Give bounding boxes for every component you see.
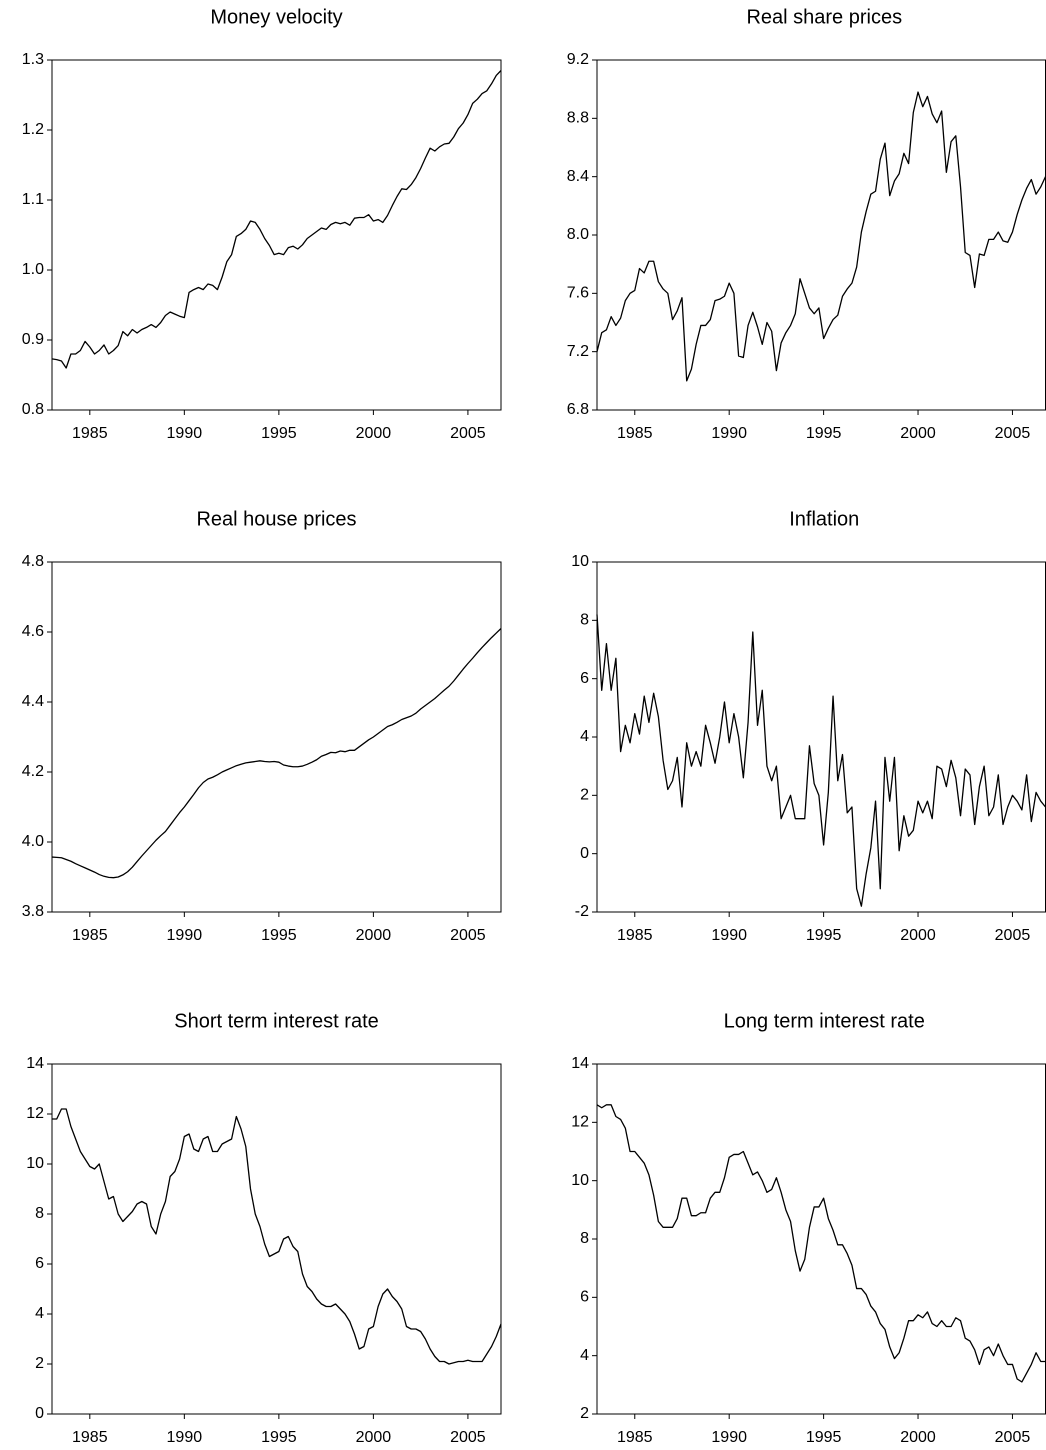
x-tick-label: 1990 [167, 425, 203, 442]
x-tick-label: 2000 [900, 1429, 936, 1446]
y-tick-label: 0.9 [22, 331, 44, 348]
data-line [596, 1104, 1046, 1383]
plot-frame [51, 561, 502, 913]
plot-frame [51, 1063, 502, 1415]
x-tick-label: 2005 [450, 1429, 486, 1446]
x-tick-label: 1990 [711, 927, 747, 944]
x-tick-label: 2000 [356, 425, 392, 442]
x-tick-label: 2005 [995, 927, 1031, 944]
x-tick-label: 1995 [806, 927, 842, 944]
panel-title: Long term interest rate [724, 1010, 925, 1032]
y-tick-label: 8 [580, 612, 589, 629]
y-tick-label: 8.8 [567, 110, 589, 127]
panel-title: Money velocity [210, 6, 342, 28]
x-tick-label: 1985 [617, 1429, 653, 1446]
y-tick-label: 4.8 [22, 553, 44, 570]
y-tick-label: 4.0 [22, 833, 44, 850]
y-tick-label: 10 [571, 1172, 589, 1189]
y-tick-label: 8.4 [567, 168, 589, 185]
x-tick-label: 2005 [450, 927, 486, 944]
plot-frame [596, 59, 1046, 411]
y-tick-label: 7.6 [567, 285, 589, 302]
panel-title: Inflation [789, 508, 859, 530]
plot-frame [51, 59, 502, 411]
y-tick-label: 8 [580, 1230, 589, 1247]
y-tick-label: 1.3 [22, 51, 44, 68]
x-tick-label: 1990 [167, 1429, 203, 1446]
y-tick-label: 4 [580, 728, 589, 745]
x-tick-label: 2000 [900, 425, 936, 442]
x-tick-label: 1995 [806, 1429, 842, 1446]
y-tick-label: 0 [580, 845, 589, 862]
x-tick-label: 2000 [900, 927, 936, 944]
y-tick-label: 4 [35, 1305, 44, 1322]
y-tick-label: 1.2 [22, 121, 44, 138]
y-tick-label: 2 [580, 787, 589, 804]
x-tick-label: 1985 [617, 425, 653, 442]
data-line [596, 614, 1046, 907]
y-tick-label: 6 [580, 670, 589, 687]
data-line [51, 70, 502, 369]
y-tick-label: 4.2 [22, 763, 44, 780]
x-tick-label: 1985 [72, 425, 108, 442]
x-tick-label: 2000 [356, 1429, 392, 1446]
x-tick-label: 1985 [72, 927, 108, 944]
y-tick-label: 2 [580, 1405, 589, 1422]
y-tick-label: 14 [26, 1055, 44, 1072]
x-tick-label: 2005 [450, 425, 486, 442]
y-tick-label: 12 [26, 1105, 44, 1122]
x-tick-label: 1995 [261, 1429, 297, 1446]
x-tick-label: 1990 [711, 1429, 747, 1446]
plot-frame [596, 561, 1046, 913]
y-tick-label: 10 [26, 1155, 44, 1172]
y-tick-label: 6.8 [567, 401, 589, 418]
y-tick-label: 8.0 [567, 226, 589, 243]
y-tick-label: 2 [35, 1355, 44, 1372]
y-tick-label: -2 [575, 903, 589, 920]
x-tick-label: 1995 [261, 425, 297, 442]
data-line [51, 628, 502, 879]
y-tick-label: 4.4 [22, 693, 44, 710]
y-tick-label: 4 [580, 1347, 589, 1364]
data-line [52, 1108, 502, 1365]
panel-title: Short term interest rate [174, 1010, 379, 1032]
y-tick-label: 1.1 [22, 191, 44, 208]
x-tick-label: 1990 [167, 927, 203, 944]
y-tick-label: 7.2 [567, 343, 589, 360]
panel-title: Real house prices [196, 508, 356, 530]
x-tick-label: 1985 [617, 927, 653, 944]
y-tick-label: 1.0 [22, 261, 44, 278]
y-tick-label: 12 [571, 1114, 589, 1131]
y-tick-label: 14 [571, 1055, 589, 1072]
y-tick-label: 0 [35, 1405, 44, 1422]
y-tick-label: 0.8 [22, 401, 44, 418]
x-tick-label: 1990 [711, 425, 747, 442]
x-tick-label: 1995 [806, 425, 842, 442]
x-tick-label: 2005 [995, 425, 1031, 442]
y-tick-label: 8 [35, 1205, 44, 1222]
y-tick-label: 4.6 [22, 623, 44, 640]
x-tick-label: 1985 [72, 1429, 108, 1446]
y-tick-label: 6 [580, 1289, 589, 1306]
panel-title: Real share prices [746, 6, 902, 28]
x-tick-label: 2000 [356, 927, 392, 944]
x-tick-label: 1995 [261, 927, 297, 944]
y-tick-label: 9.2 [567, 51, 589, 68]
data-line [596, 91, 1046, 382]
y-tick-label: 10 [571, 553, 589, 570]
y-tick-label: 3.8 [22, 903, 44, 920]
y-tick-label: 6 [35, 1255, 44, 1272]
x-tick-label: 2005 [995, 1429, 1031, 1446]
